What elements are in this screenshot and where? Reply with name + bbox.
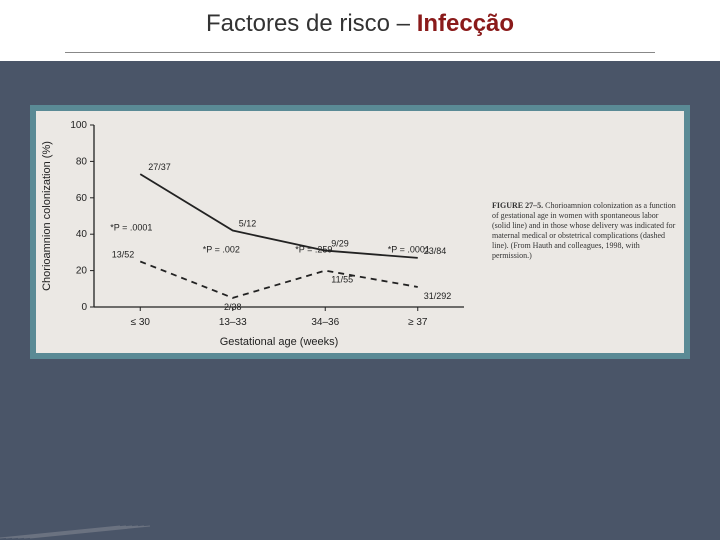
chart-panel: 0 20 40 60 80 100 ≤ 30 13–33 34–36 ≥ 37 Gestationa… [30, 105, 690, 359]
chart-inner: 0 20 40 60 80 100 ≤ 30 13–33 34–36 ≥ 37 Gestationa… [36, 111, 684, 353]
svg-text:31/292: 31/292 [424, 291, 452, 301]
svg-text:*P = .002: *P = .002 [203, 244, 240, 254]
svg-text:13/52: 13/52 [112, 250, 135, 260]
title-accent: Infecção [417, 10, 514, 37]
svg-text:0: 0 [81, 302, 87, 313]
slide-title: Factores de risco – Infecção [0, 10, 720, 38]
svg-text:100: 100 [70, 120, 87, 131]
title-underline [65, 52, 655, 53]
svg-text:*P = .0001: *P = .0001 [388, 244, 430, 254]
svg-text:Chorioamnion colonization (%): Chorioamnion colonization (%) [41, 141, 53, 291]
svg-text:34–36: 34–36 [311, 317, 339, 328]
title-prefix: Factores de risco – [206, 10, 417, 37]
svg-text:2/38: 2/38 [224, 302, 242, 312]
svg-text:≥ 37: ≥ 37 [408, 317, 428, 328]
svg-text:≤ 30: ≤ 30 [131, 317, 151, 328]
figure-caption: FIGURE 27–5. Chorioamnion colonization a… [484, 111, 684, 353]
svg-text:20: 20 [76, 266, 88, 277]
svg-text:40: 40 [76, 229, 88, 240]
svg-text:9/29: 9/29 [331, 239, 349, 249]
svg-text:27/37: 27/37 [148, 162, 171, 172]
decorative-ruler [0, 504, 720, 540]
caption-label: FIGURE 27–5. [492, 201, 543, 210]
chart-svg: 0 20 40 60 80 100 ≤ 30 13–33 34–36 ≥ 37 Gestationa… [36, 111, 476, 353]
svg-text:60: 60 [76, 193, 88, 204]
svg-text:11/55: 11/55 [331, 275, 353, 285]
svg-text:Gestational age (weeks): Gestational age (weeks) [220, 336, 339, 348]
title-bar: Factores de risco – Infecção [0, 0, 720, 61]
line-chart: 0 20 40 60 80 100 ≤ 30 13–33 34–36 ≥ 37 Gestationa… [36, 111, 484, 353]
svg-text:5/12: 5/12 [239, 219, 257, 229]
svg-text:*P = .0001: *P = .0001 [110, 223, 152, 233]
svg-text:13–33: 13–33 [219, 317, 247, 328]
svg-text:*P = .259: *P = .259 [295, 244, 332, 254]
svg-text:80: 80 [76, 156, 88, 167]
